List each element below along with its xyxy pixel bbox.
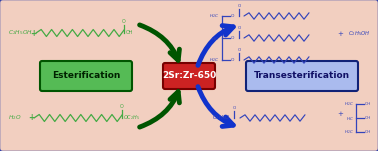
Text: Esterification: Esterification (52, 72, 120, 80)
Text: $H_2C$: $H_2C$ (209, 56, 219, 64)
Text: 2Sr:Zr-650: 2Sr:Zr-650 (162, 72, 216, 80)
Text: OH: OH (365, 102, 371, 106)
Text: $H_2C$: $H_2C$ (344, 100, 354, 108)
Text: $C_2H_5O$: $C_2H_5O$ (212, 114, 231, 122)
Text: OH: OH (365, 116, 371, 120)
Text: $H_2C$: $H_2C$ (209, 12, 219, 20)
Text: Transesterification: Transesterification (254, 72, 350, 80)
Text: O: O (237, 26, 241, 30)
Text: $HC$: $HC$ (346, 114, 354, 122)
Text: OH: OH (125, 31, 133, 35)
Text: $H_2C$: $H_2C$ (344, 128, 354, 136)
Text: O: O (237, 4, 241, 8)
Text: +: + (30, 29, 36, 37)
Text: O: O (232, 106, 235, 110)
Text: OH: OH (365, 130, 371, 134)
Text: +: + (28, 114, 34, 122)
Text: O: O (121, 19, 125, 24)
Text: O: O (237, 48, 241, 52)
Text: $C_2H_5OH$: $C_2H_5OH$ (348, 30, 370, 39)
FancyBboxPatch shape (40, 61, 132, 91)
Text: O: O (119, 104, 123, 109)
Text: $OC_2H_5$: $OC_2H_5$ (123, 114, 141, 122)
Text: O: O (231, 36, 234, 40)
Text: $HC$: $HC$ (211, 34, 219, 42)
FancyBboxPatch shape (246, 61, 358, 91)
Text: $H_2O$: $H_2O$ (8, 114, 22, 122)
Text: O: O (231, 14, 234, 18)
Text: $C_2H_5OH$: $C_2H_5OH$ (8, 29, 33, 37)
FancyBboxPatch shape (163, 63, 215, 89)
Text: O: O (231, 58, 234, 62)
Text: +: + (337, 111, 343, 117)
Text: +: + (337, 31, 343, 37)
